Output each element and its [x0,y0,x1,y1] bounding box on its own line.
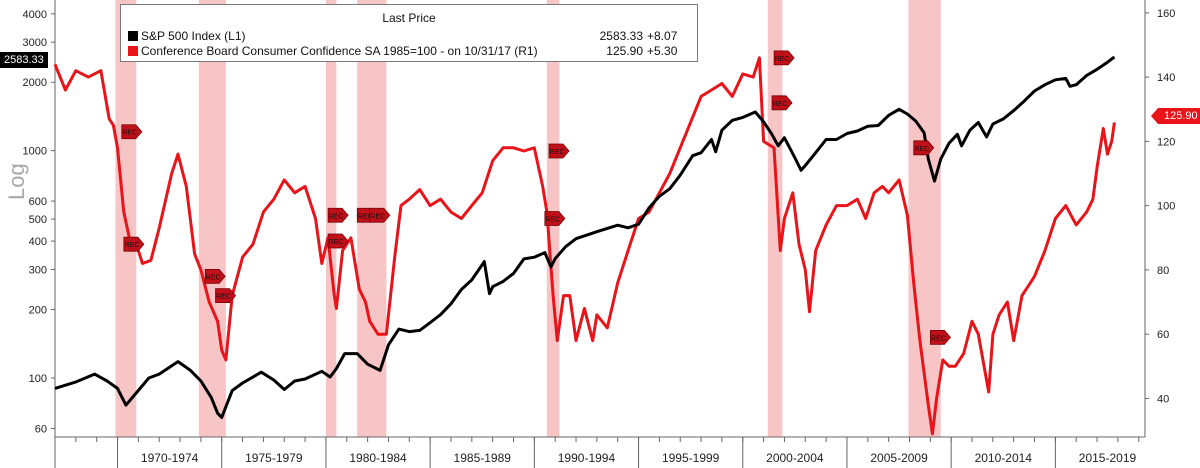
plot-frame [54,0,1146,468]
rec-marker: REC [121,124,143,140]
series-lines [53,55,1116,436]
legend-swatch-red [128,46,138,56]
rec-marker-shape [369,207,391,223]
legend-swatch-black [128,31,138,41]
rec-marker-label: REC [206,274,221,281]
rec-marker-label: REC [931,335,946,342]
rec-marker: REC [215,288,237,304]
sp500-line [54,55,1116,419]
left-tick-label: 4000 [23,9,47,21]
last-value-flag-right: 125.90 [1151,108,1200,124]
x-tick-label: 1975-1979 [245,451,303,465]
left-tick-label: 100 [29,373,47,385]
left-tick-label: 2000 [23,77,47,89]
consumer-confidence-line [53,56,1116,436]
recession-band [767,0,783,437]
right-axis-ticks: 40 60 80 100 120 140 160 [1145,8,1175,405]
rec-marker-shape [548,143,570,159]
right-tick-label: 60 [1157,329,1169,341]
rec-marker: REC [930,329,951,345]
legend-title: Last Price [382,11,436,25]
left-tick-label: 60 [35,423,47,435]
recession-bands [115,0,941,437]
x-tick-label: 2000-2004 [766,451,824,465]
left-tick-label: 600 [29,196,47,208]
x-tick-label: 2015-2019 [1079,451,1137,465]
legend-series-value: 125.90 [606,44,643,58]
rec-marker-shape [544,211,566,226]
left-tick-label: 3000 [23,37,47,49]
rec-marker-shape [121,124,143,140]
legend-series-change: +8.07 [647,29,678,43]
x-axis-ticks: 1970-1974 1975-1979 1980-1984 1985-1989 1990… [54,437,1140,468]
x-tick-label: 2010-2014 [975,451,1033,465]
right-tick-label: 40 [1157,393,1169,405]
rec-marker: REC [773,50,795,66]
rec-marker-label: REC [216,294,231,301]
right-tick-label: 120 [1157,136,1175,148]
last-value-flag-left: 2583.33 [0,52,48,68]
x-tick-label: 2005-2009 [870,451,928,465]
left-tick-label: 200 [29,305,47,317]
legend-row-sp500: S&P 500 Index (L1) 2583.33 +8.07 [128,29,689,43]
x-tick-label: 1995-1999 [662,451,720,465]
rec-marker-shape [215,288,237,304]
legend: Last Price S&P 500 Index (L1) 2583.33 +8… [120,4,698,62]
legend-row-confidence: Conference Board Consumer Confidence SA … [128,44,689,58]
recession-band [198,0,226,437]
left-tick-label: 1000 [23,146,47,158]
rec-marker: REC [771,95,793,111]
rec-marker-shape [930,329,951,345]
recession-band [908,0,941,437]
rec-marker: REC [327,207,349,223]
rec-marker: REC [913,140,935,156]
rec-marker: REC [548,143,570,159]
rec-marker-shape [773,50,795,66]
rec-marker-label: REC [773,101,788,108]
x-tick-label: 1985-1989 [454,451,512,465]
rec-marker-label: REC [329,239,344,246]
rec-marker: REC [544,211,566,226]
left-axis-ticks: 60 100 200 300 400 500 600 1000 2000 3000 4000 [23,9,55,435]
rec-marker-shape [327,207,349,223]
right-tick-label: 80 [1157,265,1169,277]
rec-marker: REC [369,207,391,223]
y-axis-scale-label: Log [4,163,29,200]
right-tick-label: 160 [1157,8,1175,20]
legend-series-value: 2583.33 [599,29,643,43]
right-tick-label: 140 [1157,72,1175,84]
rec-marker: REC [204,268,226,284]
rec-marker-shape [123,236,145,252]
rec-marker-label: REC [124,242,139,249]
right-tick-label: 100 [1157,201,1175,213]
left-tick-label: 500 [29,214,47,226]
rec-marker-label: REC [775,56,790,63]
rec-marker-label: REC [358,213,373,220]
legend-series-name: S&P 500 Index (L1) [141,29,246,43]
x-tick-label: 1970-1974 [141,451,199,465]
x-tick-label: 1990-1994 [558,451,616,465]
rec-marker-shape [771,95,793,111]
rec-marker-label: REC [550,149,565,156]
rec-marker: REC [327,233,349,249]
left-tick-label: 400 [29,236,47,248]
legend-series-change: +5.30 [647,44,678,58]
rec-marker-label: REC [122,130,137,137]
left-tick-label: 300 [29,265,47,277]
rec-marker-label: REC [914,146,929,153]
legend-series-name: Conference Board Consumer Confidence SA … [141,44,538,58]
rec-marker-label: REC [545,217,560,224]
rec-marker: REC [123,236,145,252]
rec-marker-label: REC [329,213,344,220]
rec-marker-shape [204,268,226,284]
rec-marker-shape [327,233,349,249]
x-tick-label: 1980-1984 [349,451,407,465]
rec-marker-label: REC [370,213,385,220]
rec-marker-shape [913,140,935,156]
